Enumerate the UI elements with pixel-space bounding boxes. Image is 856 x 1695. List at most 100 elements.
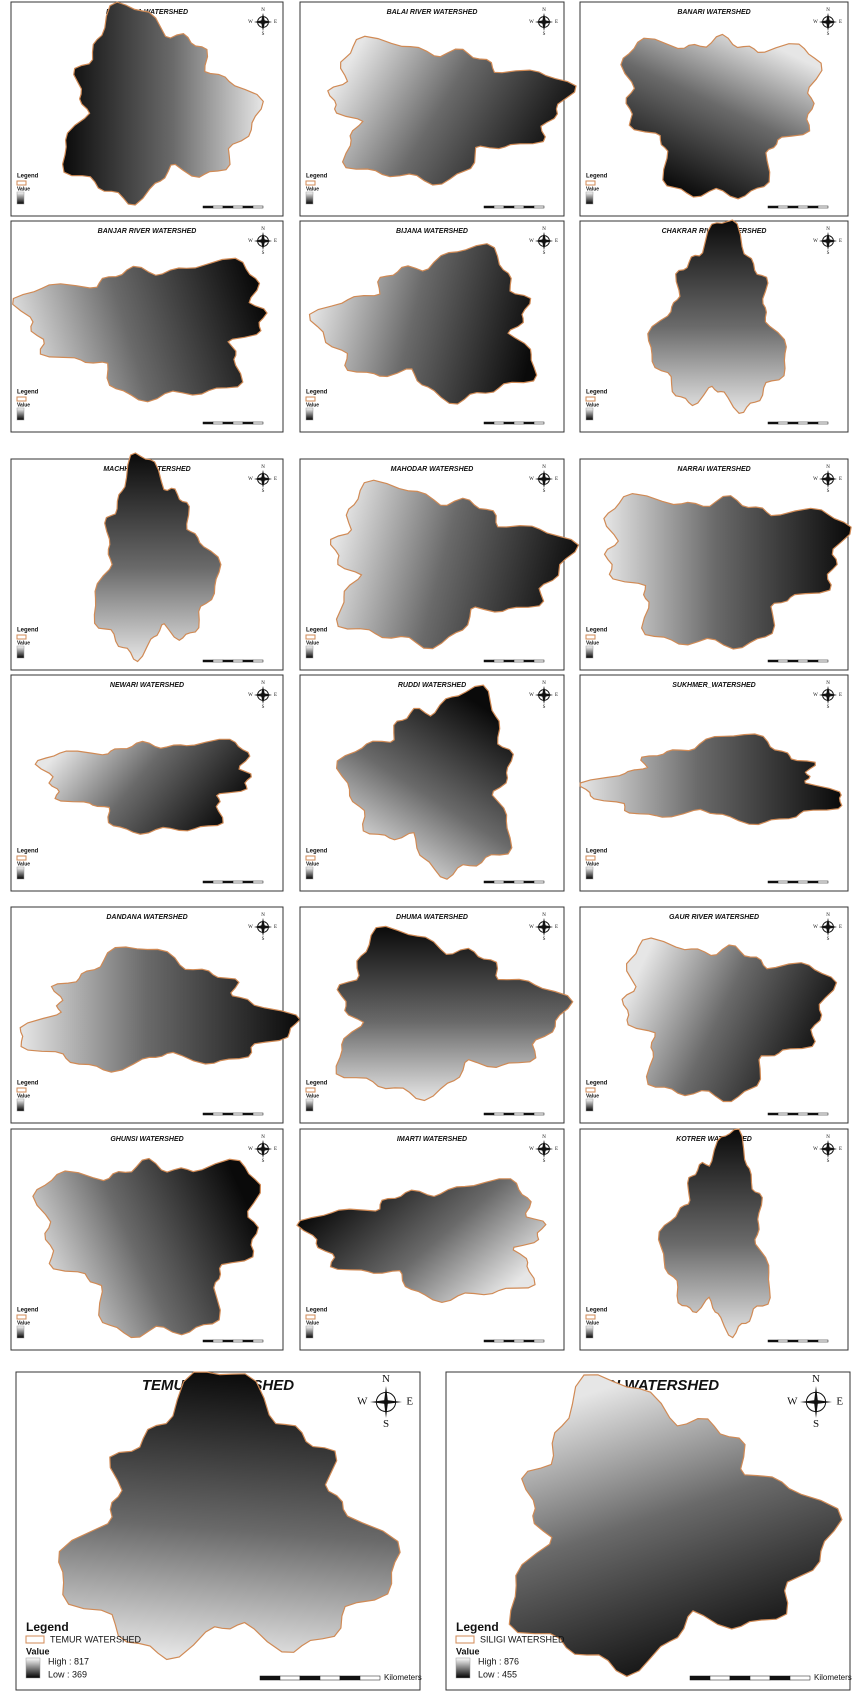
legend-title: Legend [586,1308,608,1314]
scale-bar [778,660,788,662]
scale-bar [534,1340,544,1342]
compass-letter: W [248,925,253,930]
scale-bar [818,1113,828,1115]
scale-bar [534,206,544,208]
compass-letter: E [839,925,842,930]
map-panel: MACHHRAR WATERSHEDNESWLegendValue [11,453,283,670]
scale-bar [494,881,504,883]
legend-value: Value [17,1320,30,1326]
scale-bar [223,422,233,424]
map-panel: KOTRER WATERSHEDNESWLegendValue [580,1129,848,1350]
scale-bar [243,660,253,662]
legend-ramp [586,408,593,420]
scale-bar [203,1113,213,1115]
scale-bar [818,1340,828,1342]
scale-bar [504,881,514,883]
compass-letter: S [827,251,830,256]
compass-letter: W [813,239,818,244]
compass-letter: W [813,20,818,25]
scale-bar [213,1113,223,1115]
scale-bar [768,1340,778,1342]
legend-title: Legend [17,390,39,396]
scale-bar [494,206,504,208]
scale-bar [778,422,788,424]
legend-value: Value [306,1320,319,1326]
panel-title: BANARI WATERSHED [677,9,750,16]
compass-letter: E [555,1147,558,1152]
compass-letter: N [261,227,265,232]
scale-bar [253,660,263,662]
scale-bar [320,1676,340,1680]
scale-bar [788,1113,798,1115]
compass-letter: W [248,477,253,482]
legend-title: Legend [17,628,39,634]
scale-bar [710,1676,730,1680]
legend-value: Value [17,186,30,192]
scale-bar [223,206,233,208]
scale-bar [770,1676,790,1680]
scale-bar [818,422,828,424]
scale-bar [233,660,243,662]
legend-ramp [17,646,24,658]
scale-bar [808,660,818,662]
scale-bar [788,1340,798,1342]
panel-title: NARRAI WATERSHED [677,466,750,473]
scale-bar [524,1113,534,1115]
compass-letter: E [274,925,277,930]
scale-bar [808,1113,818,1115]
scale-bar [514,1113,524,1115]
watershed-maps: BAGHORA WATERSHEDNESWLegendValueBALAI RI… [0,0,856,1695]
compass-letter: N [826,913,830,918]
legend-ramp [306,646,313,658]
panel-title: BALAI RIVER WATERSHED [387,9,478,16]
compass-letter: N [542,681,546,686]
panel-title: MAHODAR WATERSHED [391,466,474,473]
scale-bar [730,1676,750,1680]
panel-title: GHUNSI WATERSHED [110,1136,183,1143]
legend-value: Value [17,402,30,408]
scale-bar [798,422,808,424]
scale-bar [223,1340,233,1342]
scale-unit: Kilometers [814,1673,852,1682]
legend-low: Low : 455 [478,1669,517,1679]
legend-ramp [17,1326,24,1338]
scale-bar [788,660,798,662]
legend-ramp [306,408,313,420]
scale-bar [360,1676,380,1680]
compass-letter: N [826,8,830,13]
panel-title: SUKHMER_WATERSHED [672,682,756,689]
legend-title: Legend [586,174,608,180]
panel-title: RUDDI WATERSHED [398,682,466,689]
compass-letter: S [827,32,830,37]
scale-bar [778,1340,788,1342]
legend-ramp [586,867,593,879]
compass-letter: W [529,239,534,244]
legend-layer: SILIGI WATERSHED [480,1634,565,1644]
scale-bar [253,1113,263,1115]
legend-layer: TEMUR WATERSHED [50,1634,141,1644]
scale-bar [514,1340,524,1342]
compass-letter: E [839,1147,842,1152]
compass-letter: N [542,913,546,918]
compass-letter: N [542,465,546,470]
compass-letter: N [261,913,265,918]
scale-bar [213,881,223,883]
compass-letter: S [543,1159,546,1164]
legend-title: Legend [456,1620,499,1634]
legend-high: High : 876 [478,1656,519,1666]
scale-bar [504,660,514,662]
map-panel: BANJAR RIVER WATERSHEDNESWLegendValue [11,221,283,432]
scale-bar [818,881,828,883]
scale-bar [243,1113,253,1115]
compass-letter: S [262,705,265,710]
scale-bar [514,206,524,208]
compass-letter: S [543,937,546,942]
scale-bar [494,1113,504,1115]
scale-bar [818,660,828,662]
compass-letter: W [529,20,534,25]
compass-letter: W [813,1147,818,1152]
scale-bar [790,1676,810,1680]
panel-title: GAUR RIVER WATERSHED [669,914,759,921]
compass-letter: N [826,681,830,686]
